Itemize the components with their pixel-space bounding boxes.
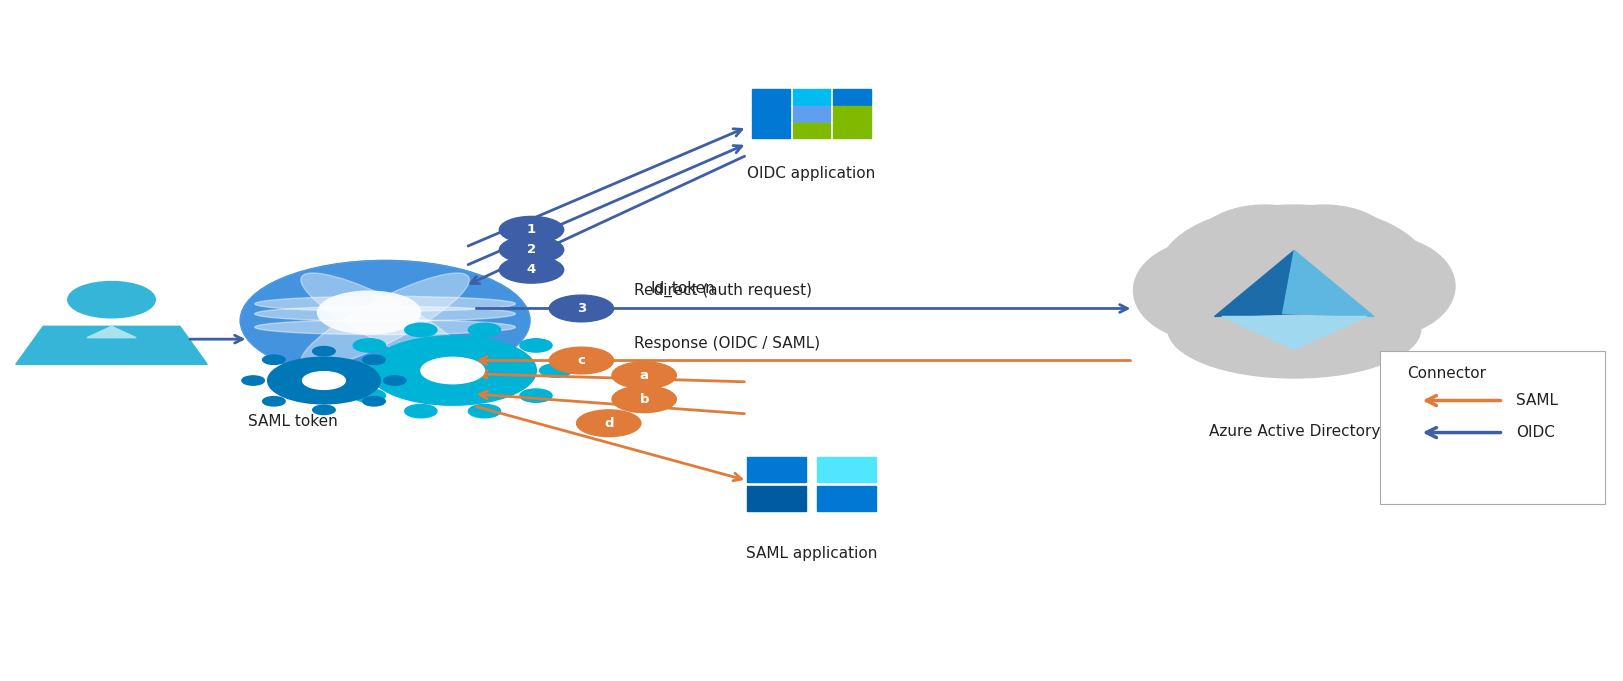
Text: SAML: SAML: [1516, 393, 1558, 408]
Polygon shape: [1222, 317, 1367, 349]
Ellipse shape: [255, 319, 516, 334]
Circle shape: [313, 347, 336, 356]
Circle shape: [420, 358, 484, 383]
Text: Azure Active Directory: Azure Active Directory: [1209, 424, 1380, 439]
Circle shape: [354, 389, 385, 402]
Ellipse shape: [1253, 205, 1396, 291]
Circle shape: [519, 389, 552, 402]
Circle shape: [68, 281, 156, 318]
Circle shape: [500, 236, 563, 263]
Ellipse shape: [240, 260, 529, 381]
Text: 4: 4: [527, 264, 536, 276]
Polygon shape: [16, 326, 208, 364]
FancyBboxPatch shape: [753, 89, 790, 105]
Ellipse shape: [1133, 239, 1289, 342]
Circle shape: [368, 336, 536, 405]
FancyBboxPatch shape: [833, 89, 870, 105]
Circle shape: [263, 355, 286, 364]
Circle shape: [302, 372, 346, 390]
FancyBboxPatch shape: [753, 106, 790, 121]
Circle shape: [500, 257, 563, 283]
Circle shape: [404, 405, 437, 418]
FancyBboxPatch shape: [747, 457, 807, 481]
Text: 2: 2: [527, 243, 536, 256]
Ellipse shape: [255, 306, 516, 321]
Polygon shape: [1282, 251, 1375, 317]
Ellipse shape: [1300, 235, 1454, 337]
Circle shape: [313, 405, 336, 415]
Circle shape: [334, 364, 365, 377]
FancyBboxPatch shape: [816, 486, 876, 511]
Ellipse shape: [255, 296, 516, 311]
Circle shape: [576, 410, 641, 437]
Circle shape: [500, 217, 563, 243]
Text: Id_token: Id_token: [651, 281, 716, 296]
Text: OIDC application: OIDC application: [747, 165, 876, 180]
Circle shape: [242, 376, 265, 385]
Ellipse shape: [300, 273, 469, 368]
Circle shape: [268, 357, 380, 404]
Text: a: a: [639, 368, 649, 381]
Circle shape: [354, 338, 385, 352]
FancyBboxPatch shape: [792, 106, 831, 121]
Ellipse shape: [1167, 280, 1420, 378]
Text: d: d: [604, 417, 613, 430]
Circle shape: [519, 338, 552, 352]
Circle shape: [549, 347, 613, 374]
Circle shape: [612, 362, 677, 389]
Text: b: b: [639, 393, 649, 406]
Text: 1: 1: [527, 223, 536, 236]
FancyBboxPatch shape: [753, 123, 790, 138]
Polygon shape: [88, 326, 136, 338]
Text: Redirect (auth request): Redirect (auth request): [635, 283, 813, 298]
Circle shape: [469, 323, 500, 336]
Circle shape: [362, 355, 385, 364]
Text: Response (OIDC / SAML): Response (OIDC / SAML): [635, 336, 821, 351]
Circle shape: [469, 405, 500, 418]
Ellipse shape: [1193, 205, 1336, 291]
Circle shape: [318, 291, 420, 334]
FancyBboxPatch shape: [816, 457, 876, 481]
FancyBboxPatch shape: [833, 106, 870, 121]
FancyBboxPatch shape: [1380, 351, 1605, 504]
Ellipse shape: [300, 273, 469, 368]
Text: c: c: [578, 354, 586, 367]
Text: SAML token: SAML token: [248, 414, 338, 430]
Circle shape: [404, 323, 437, 336]
Circle shape: [362, 396, 385, 406]
FancyBboxPatch shape: [792, 89, 831, 105]
Text: OIDC: OIDC: [1516, 425, 1555, 440]
FancyBboxPatch shape: [792, 123, 831, 138]
Circle shape: [383, 376, 406, 385]
Text: Connector: Connector: [1407, 366, 1487, 381]
FancyBboxPatch shape: [833, 123, 870, 138]
Ellipse shape: [1160, 205, 1428, 333]
Text: 3: 3: [576, 302, 586, 315]
Circle shape: [263, 396, 286, 406]
Circle shape: [549, 295, 613, 322]
FancyBboxPatch shape: [747, 486, 807, 511]
Circle shape: [612, 386, 677, 413]
Circle shape: [240, 260, 529, 381]
Polygon shape: [1214, 251, 1307, 317]
Text: SAML application: SAML application: [747, 546, 876, 561]
Circle shape: [539, 364, 571, 377]
